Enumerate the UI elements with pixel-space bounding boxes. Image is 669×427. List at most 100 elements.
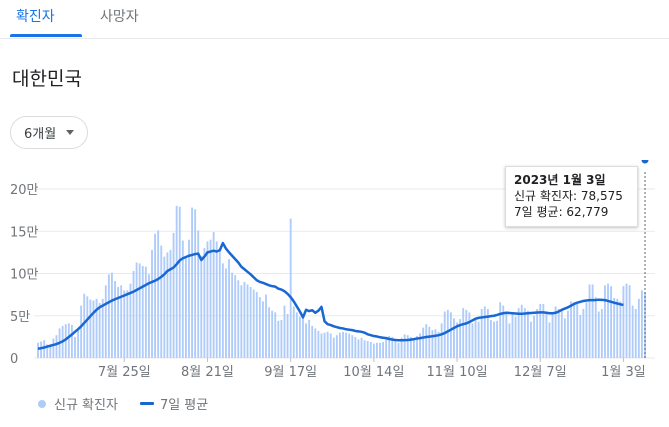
bar [157, 230, 160, 358]
bar [212, 232, 215, 358]
bar [474, 319, 477, 358]
bar [83, 293, 86, 358]
bar [184, 257, 187, 358]
bar [332, 337, 335, 358]
bar [369, 341, 372, 358]
bar [194, 209, 197, 358]
bar [43, 340, 46, 358]
bar [523, 308, 526, 358]
bar [175, 205, 178, 358]
bar [40, 341, 43, 358]
bar [591, 284, 594, 358]
x-tick-label: 9월 17일 [264, 365, 317, 380]
bar [298, 316, 301, 358]
y-tick-label: 5만 [10, 310, 30, 325]
chart-tooltip: 2023년 1월 3일 신규 확진자: 78,575 7일 평균: 62,779 [505, 166, 638, 227]
bar [486, 308, 489, 358]
bar [610, 286, 613, 358]
bar [311, 325, 314, 358]
bar [533, 315, 535, 358]
bar [403, 334, 406, 358]
legend-line-swatch [139, 402, 154, 405]
bar [514, 316, 517, 358]
bar [246, 284, 249, 358]
bar [320, 333, 323, 358]
bar [379, 342, 381, 358]
bar [70, 325, 73, 358]
bar [428, 326, 431, 358]
bar [496, 320, 499, 358]
bar [178, 206, 181, 358]
bar [148, 274, 150, 358]
range-dropdown[interactable]: 6개월 [10, 116, 88, 149]
bar [406, 335, 409, 358]
bar [163, 256, 166, 358]
bar [169, 249, 172, 358]
bar [619, 301, 622, 358]
legend-line-label: 7일 평균 [159, 398, 209, 413]
bar [172, 232, 175, 358]
bar [634, 308, 637, 358]
bar [351, 335, 354, 358]
bar [52, 338, 55, 358]
bar [218, 248, 221, 358]
bar [138, 263, 141, 358]
bar [453, 318, 455, 358]
tab-confirmed[interactable]: 확진자 [16, 9, 55, 25]
legend-bar-swatch [38, 399, 46, 408]
bar [594, 297, 597, 358]
bar [329, 333, 332, 358]
bar [92, 300, 95, 358]
bar [443, 311, 446, 358]
bar [277, 320, 280, 358]
bar [114, 281, 116, 358]
bar [262, 301, 264, 358]
bar [252, 289, 255, 358]
bar [526, 310, 529, 358]
bar [37, 342, 39, 358]
bar [573, 302, 576, 358]
bar [280, 319, 283, 358]
bar [302, 314, 304, 358]
cases-chart[interactable]: 0 5만 10만 15만 20만 7월 25일 8월 21일 9월 17일 10월 14일 11월… [0, 160, 669, 385]
bar [240, 285, 243, 358]
bar [292, 306, 295, 358]
bar [64, 324, 67, 358]
bar [536, 308, 539, 358]
bar [228, 259, 230, 358]
bar [385, 339, 388, 358]
bar [600, 308, 603, 358]
bar [166, 252, 169, 359]
bar [89, 299, 92, 358]
avg-line [37, 241, 624, 350]
bar [305, 323, 307, 358]
bar [215, 241, 218, 358]
bar [631, 305, 634, 358]
bar [357, 339, 360, 358]
bar [607, 283, 609, 358]
bar [326, 331, 329, 358]
bar [530, 321, 532, 358]
bar [551, 312, 554, 358]
bar [268, 307, 271, 358]
bar [477, 321, 480, 358]
bar [160, 245, 163, 358]
bar [520, 304, 523, 358]
bar [376, 342, 378, 358]
bar [209, 239, 212, 358]
chart-legend: 신규 확진자 7일 평균 [38, 394, 208, 413]
bar [576, 303, 579, 358]
bar [111, 272, 113, 358]
bar [597, 311, 600, 358]
bar [382, 341, 385, 358]
tab-deaths[interactable]: 사망자 [100, 9, 139, 25]
bar [456, 322, 458, 358]
bar [225, 268, 227, 358]
x-tick-label: 1월 3일 [601, 365, 646, 380]
bar [271, 310, 274, 358]
x-tick-label: 11월 10일 [426, 365, 487, 380]
bar [604, 285, 606, 358]
bar [446, 309, 449, 358]
bar [363, 340, 366, 358]
bar [231, 272, 234, 358]
